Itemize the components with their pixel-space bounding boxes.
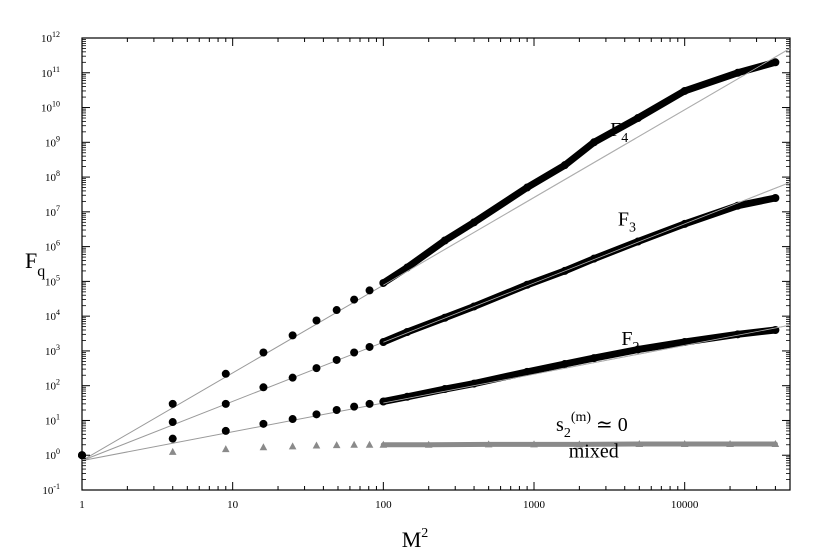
data-point <box>733 330 742 339</box>
data-point <box>470 218 479 227</box>
data-point <box>365 440 374 448</box>
data-point <box>575 440 584 448</box>
y-tick-label: 107 <box>45 204 60 219</box>
annotation-label: F3 <box>618 209 636 236</box>
series-F3 <box>78 194 780 460</box>
y-tick-label: 104 <box>45 308 60 323</box>
data-point <box>484 440 493 448</box>
data-point <box>771 440 780 448</box>
data-point <box>634 237 643 246</box>
series-mixed <box>168 440 780 455</box>
data-point <box>365 286 374 295</box>
y-tick-label: 109 <box>45 134 60 149</box>
x-tick-label: 1 <box>79 499 85 511</box>
data-point <box>403 392 412 401</box>
data-point <box>365 399 374 408</box>
annotation-label: s2(m) ≃ 0 <box>556 410 628 441</box>
data-point <box>440 236 449 245</box>
x-axis-label: M2 <box>402 526 429 552</box>
data-point <box>771 194 780 203</box>
data-point <box>168 418 177 427</box>
y-tick-label: 100 <box>45 447 60 462</box>
data-point <box>221 426 230 435</box>
data-point <box>523 183 532 192</box>
data-point <box>589 354 598 363</box>
data-point <box>259 443 268 451</box>
data-point <box>350 440 358 448</box>
data-point <box>771 58 780 67</box>
data-point <box>635 440 644 448</box>
data-point <box>733 68 742 77</box>
y-tick-label: 1011 <box>41 65 60 80</box>
series-F2 <box>78 325 780 460</box>
data-point <box>332 306 341 315</box>
data-point <box>332 355 341 364</box>
data-point <box>560 161 569 170</box>
fit-line-overlay <box>383 324 791 404</box>
x-tick-label: 10 <box>227 499 239 511</box>
data-point <box>221 369 230 378</box>
y-tick-label: 106 <box>45 239 60 254</box>
data-point <box>288 373 297 382</box>
data-point <box>350 348 359 357</box>
data-point <box>680 338 689 347</box>
data-point <box>379 397 388 406</box>
data-point <box>634 114 643 123</box>
annotation-label: mixed <box>569 441 619 463</box>
data-point <box>312 441 321 449</box>
data-point <box>403 263 412 272</box>
data-point <box>168 434 177 443</box>
x-tick-label: 100 <box>375 499 392 511</box>
annotation-label: F2 <box>621 328 639 355</box>
y-tick-label: 102 <box>45 378 60 393</box>
data-point <box>589 138 598 147</box>
x-tick-label: 1000 <box>523 499 546 511</box>
y-tick-label: 1012 <box>41 30 60 45</box>
data-point <box>365 342 374 351</box>
data-point <box>350 402 359 411</box>
data-point <box>259 419 268 428</box>
data-point <box>680 86 689 95</box>
data-point <box>332 441 341 449</box>
series-band <box>379 58 779 287</box>
data-point <box>726 440 734 448</box>
y-tick-label: 101 <box>45 412 60 427</box>
y-tick-label: 10-1 <box>42 482 60 497</box>
data-point <box>221 399 230 408</box>
fit-line-overlay <box>383 48 791 286</box>
data-point <box>560 360 569 369</box>
y-tick-label: 1010 <box>41 100 60 115</box>
plot-frame <box>81 37 791 491</box>
data-point <box>332 405 341 414</box>
data-point <box>350 295 359 304</box>
data-point <box>312 316 321 325</box>
data-point <box>221 445 230 453</box>
data-point <box>259 348 268 357</box>
data-point <box>168 399 177 408</box>
data-point <box>379 440 388 448</box>
data-point <box>312 364 321 373</box>
y-axis-label: Fq <box>25 248 45 280</box>
data-point <box>530 440 538 448</box>
axis-ticks: 1 10 100 1000 10000 10-1 100 101 102 103 104 105 106… <box>41 30 791 511</box>
data-point <box>312 410 321 419</box>
data-point <box>680 440 689 448</box>
annotation-label: F4 <box>610 119 628 146</box>
fit-line-overlay <box>383 182 791 343</box>
data-point <box>424 440 433 448</box>
y-tick-label: 108 <box>45 169 60 184</box>
data-point <box>634 345 643 354</box>
y-tick-label: 105 <box>45 273 60 288</box>
data-point <box>288 331 297 340</box>
data-point <box>288 415 297 424</box>
data-point <box>259 383 268 392</box>
data-point <box>523 367 532 376</box>
data-point <box>168 447 177 455</box>
x-tick-label: 10000 <box>671 499 699 511</box>
data-point <box>288 442 297 450</box>
data-point <box>379 278 388 287</box>
y-tick-label: 103 <box>45 343 60 358</box>
